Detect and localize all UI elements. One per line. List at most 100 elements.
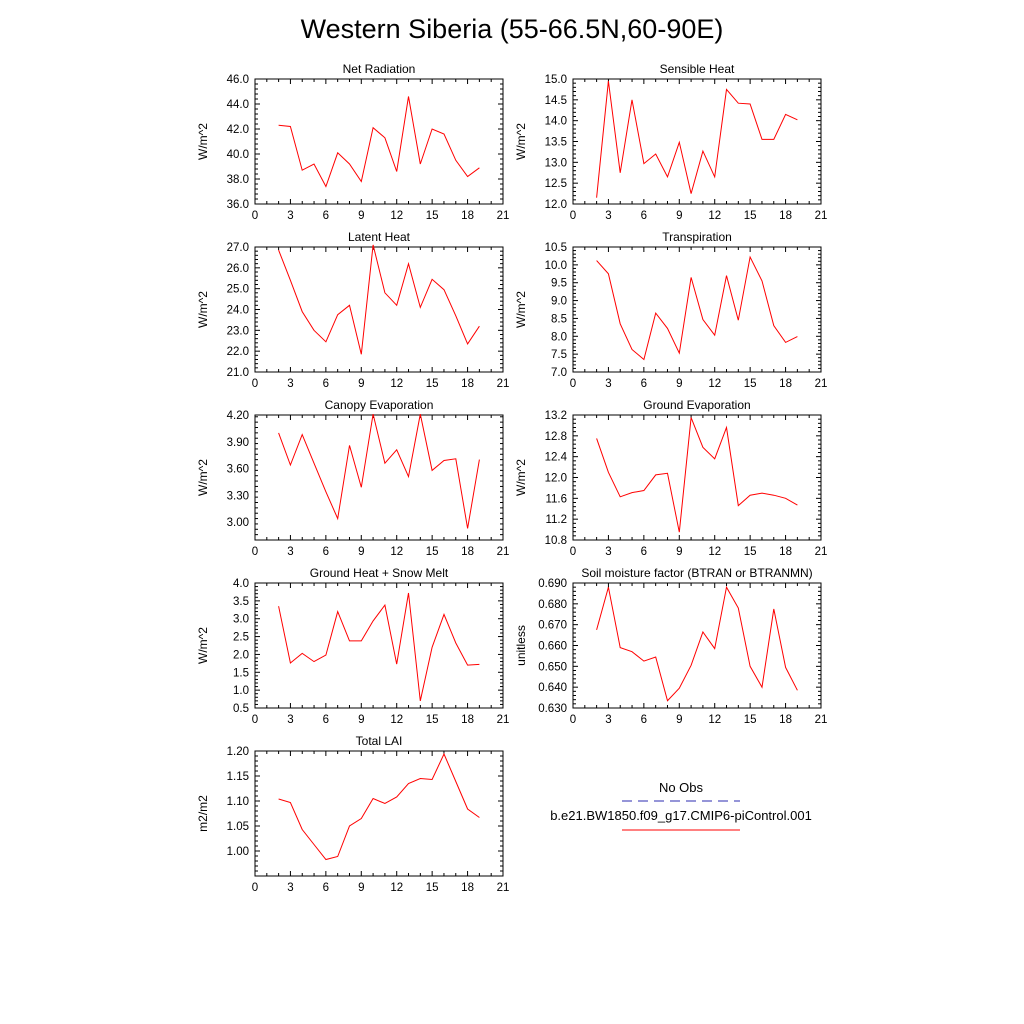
panel-title: Net Radiation bbox=[343, 62, 416, 76]
x-tick-label: 18 bbox=[461, 210, 474, 222]
y-tick-label: 0.690 bbox=[538, 578, 567, 590]
y-tick-label: 38.0 bbox=[227, 174, 249, 186]
x-tick-label: 18 bbox=[461, 882, 474, 894]
x-tick-label: 9 bbox=[676, 714, 682, 726]
x-tick-label: 12 bbox=[390, 546, 403, 558]
y-tick-label: 8.0 bbox=[551, 331, 567, 343]
y-tick-label: 2.5 bbox=[233, 632, 249, 644]
x-tick-label: 6 bbox=[323, 882, 329, 894]
plot-frame bbox=[254, 414, 504, 541]
x-tick-label: 9 bbox=[358, 378, 364, 390]
x-tick-label: 3 bbox=[287, 714, 293, 726]
x-tick-label: 3 bbox=[287, 882, 293, 894]
x-tick-label: 6 bbox=[641, 714, 647, 726]
y-tick-label: 12.4 bbox=[545, 452, 568, 464]
series-line bbox=[596, 81, 798, 198]
y-tick-label: 3.00 bbox=[227, 517, 249, 529]
x-tick-label: 3 bbox=[287, 378, 293, 390]
y-tick-label: 25.0 bbox=[227, 284, 249, 296]
panel-title: Latent Heat bbox=[348, 230, 411, 244]
x-tick-label: 18 bbox=[779, 210, 792, 222]
y-tick-label: 21.0 bbox=[227, 367, 249, 379]
x-tick-label: 6 bbox=[323, 546, 329, 558]
panel-title: Ground Heat + Snow Melt bbox=[310, 566, 449, 580]
panel-5: 0 3 6 9 12 15 18 21 3.00 3.30 3.60 3.90 4.20 Canopy E… bbox=[196, 398, 509, 558]
x-tick-label: 0 bbox=[252, 210, 258, 222]
x-tick-label: 21 bbox=[815, 546, 828, 558]
plot-frame bbox=[572, 582, 822, 709]
series-line bbox=[278, 413, 480, 529]
y-tick-label: 9.5 bbox=[551, 278, 567, 290]
x-tick-label: 6 bbox=[323, 210, 329, 222]
y-tick-label: 12.0 bbox=[545, 199, 567, 211]
x-tick-label: 9 bbox=[358, 546, 364, 558]
x-tick-label: 3 bbox=[605, 378, 611, 390]
y-axis-label: W/m^2 bbox=[514, 459, 528, 496]
x-tick-label: 6 bbox=[323, 378, 329, 390]
x-tick-label: 9 bbox=[676, 546, 682, 558]
x-tick-label: 18 bbox=[461, 378, 474, 390]
panel-7: 0 3 6 9 12 15 18 21 0.5 1.0 1.5 2.0 2.5 3.0 3.5 4.0 Grou… bbox=[196, 566, 509, 726]
x-tick-label: 21 bbox=[497, 378, 510, 390]
x-tick-label: 0 bbox=[570, 378, 576, 390]
x-tick-label: 15 bbox=[426, 714, 439, 726]
x-tick-label: 3 bbox=[605, 714, 611, 726]
y-tick-label: 14.0 bbox=[545, 116, 567, 128]
series-line bbox=[278, 752, 480, 861]
panel-title: Sensible Heat bbox=[660, 62, 735, 76]
y-tick-label: 10.8 bbox=[545, 535, 567, 547]
panel-9: 0 3 6 9 12 15 18 21 1.00 1.05 1.10 1.15 1.20 Total LA… bbox=[196, 734, 509, 894]
x-tick-label: 15 bbox=[744, 714, 757, 726]
y-tick-label: 1.10 bbox=[227, 796, 249, 808]
panel-title: Canopy Evaporation bbox=[325, 398, 434, 412]
y-tick-label: 42.0 bbox=[227, 124, 249, 136]
panel-title: Soil moisture factor (BTRAN or BTRANMN) bbox=[581, 566, 812, 580]
y-axis-label: W/m^2 bbox=[196, 123, 210, 160]
x-tick-label: 12 bbox=[708, 210, 721, 222]
y-tick-label: 12.5 bbox=[545, 178, 567, 190]
x-tick-label: 15 bbox=[744, 378, 757, 390]
x-tick-label: 0 bbox=[570, 546, 576, 558]
panel-1: 0 3 6 9 12 15 18 21 36.0 38.0 40.0 42.0 44.0 46.0 Net … bbox=[196, 62, 509, 222]
y-tick-label: 8.5 bbox=[551, 313, 567, 325]
plot-frame bbox=[572, 246, 822, 373]
y-tick-label: 1.0 bbox=[233, 685, 249, 697]
x-tick-label: 0 bbox=[570, 210, 576, 222]
x-tick-label: 21 bbox=[815, 210, 828, 222]
x-tick-label: 15 bbox=[426, 546, 439, 558]
series-line bbox=[278, 96, 480, 188]
y-tick-label: 1.5 bbox=[233, 667, 249, 679]
y-tick-label: 15.0 bbox=[545, 74, 567, 86]
y-tick-label: 3.0 bbox=[233, 614, 249, 626]
x-tick-label: 3 bbox=[605, 210, 611, 222]
x-tick-label: 0 bbox=[252, 714, 258, 726]
x-tick-label: 3 bbox=[605, 546, 611, 558]
series-line bbox=[278, 592, 480, 702]
x-tick-label: 12 bbox=[708, 378, 721, 390]
x-tick-label: 3 bbox=[287, 546, 293, 558]
x-tick-label: 6 bbox=[641, 546, 647, 558]
x-tick-label: 9 bbox=[676, 210, 682, 222]
x-tick-label: 9 bbox=[676, 378, 682, 390]
x-tick-label: 21 bbox=[815, 378, 828, 390]
x-tick-label: 0 bbox=[252, 882, 258, 894]
y-tick-label: 1.20 bbox=[227, 746, 249, 758]
y-tick-label: 0.680 bbox=[538, 599, 567, 611]
x-tick-label: 18 bbox=[779, 378, 792, 390]
x-tick-label: 15 bbox=[744, 546, 757, 558]
x-tick-label: 12 bbox=[390, 210, 403, 222]
y-tick-label: 26.0 bbox=[227, 263, 249, 275]
x-tick-label: 15 bbox=[744, 210, 757, 222]
x-tick-label: 9 bbox=[358, 882, 364, 894]
figure-title: Western Siberia (55-66.5N,60-90E) bbox=[300, 14, 724, 44]
legend-model-label: b.e21.BW1850.f09_g17.CMIP6-piControl.001 bbox=[550, 808, 812, 823]
y-axis-label: W/m^2 bbox=[514, 123, 528, 160]
y-tick-label: 3.90 bbox=[227, 437, 249, 449]
y-tick-label: 23.0 bbox=[227, 325, 249, 337]
series-line bbox=[278, 244, 480, 355]
x-tick-label: 21 bbox=[497, 210, 510, 222]
series-line bbox=[596, 255, 798, 361]
y-tick-label: 44.0 bbox=[227, 99, 249, 111]
x-tick-label: 18 bbox=[461, 546, 474, 558]
y-tick-label: 1.05 bbox=[227, 821, 249, 833]
